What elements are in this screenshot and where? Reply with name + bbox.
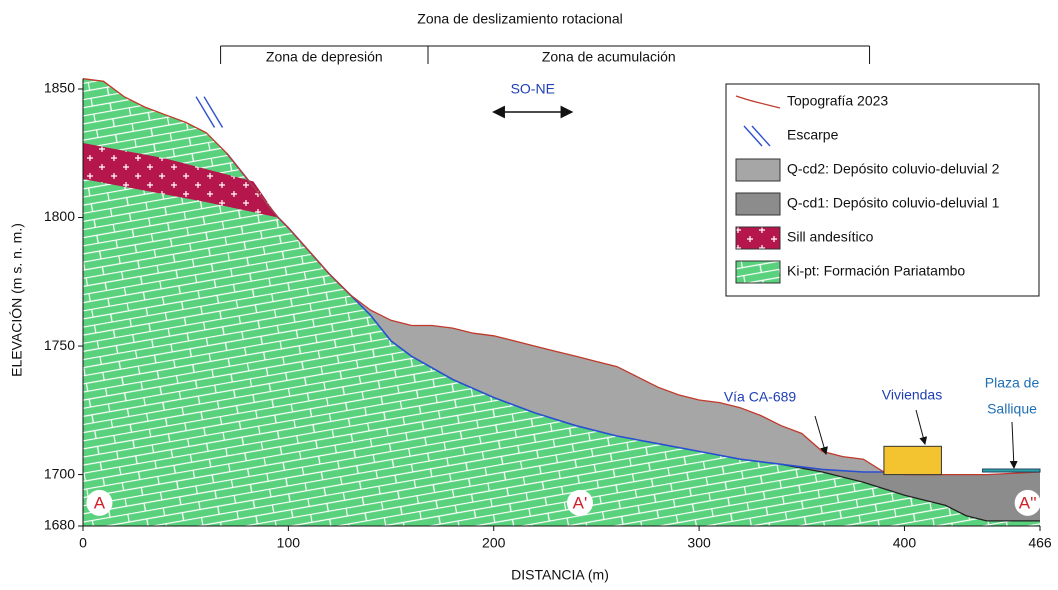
plaza-label: Sallique	[987, 401, 1037, 417]
escarpment-mark	[196, 97, 214, 128]
leader-line	[916, 410, 925, 444]
y-tick-label: 1750	[44, 337, 75, 353]
legend-label: Escarpe	[787, 127, 839, 143]
leader-line	[1012, 422, 1014, 468]
x-tick-label: 400	[893, 535, 917, 551]
x-tick-label: 466	[1028, 535, 1052, 551]
x-axis-label: DISTANCIA (m)	[511, 567, 609, 583]
x-tick-label: 100	[277, 535, 301, 551]
legend-label: Ki-pt: Formación Pariatambo	[787, 263, 965, 279]
chart-title: Zona de deslizamiento rotacional	[417, 11, 622, 27]
plaza-label: Plaza de	[985, 375, 1040, 391]
legend-swatch	[736, 159, 780, 181]
legend-label: Q-cd2: Depósito coluvio-deluvial 2	[787, 161, 1000, 177]
section-label: A	[94, 493, 106, 512]
zone-label: Zona de acumulación	[542, 49, 676, 65]
plaza	[982, 469, 1040, 472]
section-label: A''	[1019, 493, 1037, 512]
zone-label: Zona de depresión	[266, 49, 383, 65]
x-tick-label: 300	[687, 535, 711, 551]
x-tick-label: 200	[482, 535, 506, 551]
direction-label: SO-NE	[511, 81, 555, 97]
legend-label: Sill andesítico	[787, 229, 874, 245]
y-tick-label: 1800	[44, 208, 75, 224]
legend-swatch	[736, 227, 780, 249]
y-tick-label: 1850	[44, 80, 75, 96]
houses-label: Viviendas	[882, 387, 942, 403]
y-tick-label: 1700	[44, 465, 75, 481]
section-label: A'	[573, 493, 588, 512]
x-tick-label: 0	[79, 535, 87, 551]
legend-swatch	[736, 261, 780, 283]
escarpment-mark	[204, 97, 222, 128]
legend-label: Q-cd1: Depósito coluvio-deluvial 1	[787, 195, 1000, 211]
houses	[884, 446, 942, 474]
legend-swatch	[736, 193, 780, 215]
road-label: Vía CA-689	[724, 389, 797, 405]
y-axis-label: ELEVACIÓN (m s. n. m.)	[9, 223, 25, 377]
legend-label: Topografía 2023	[787, 93, 888, 109]
y-tick-label: 1680	[44, 517, 75, 533]
chart: Zona de deslizamiento rotacional DISTANC…	[0, 0, 1058, 585]
